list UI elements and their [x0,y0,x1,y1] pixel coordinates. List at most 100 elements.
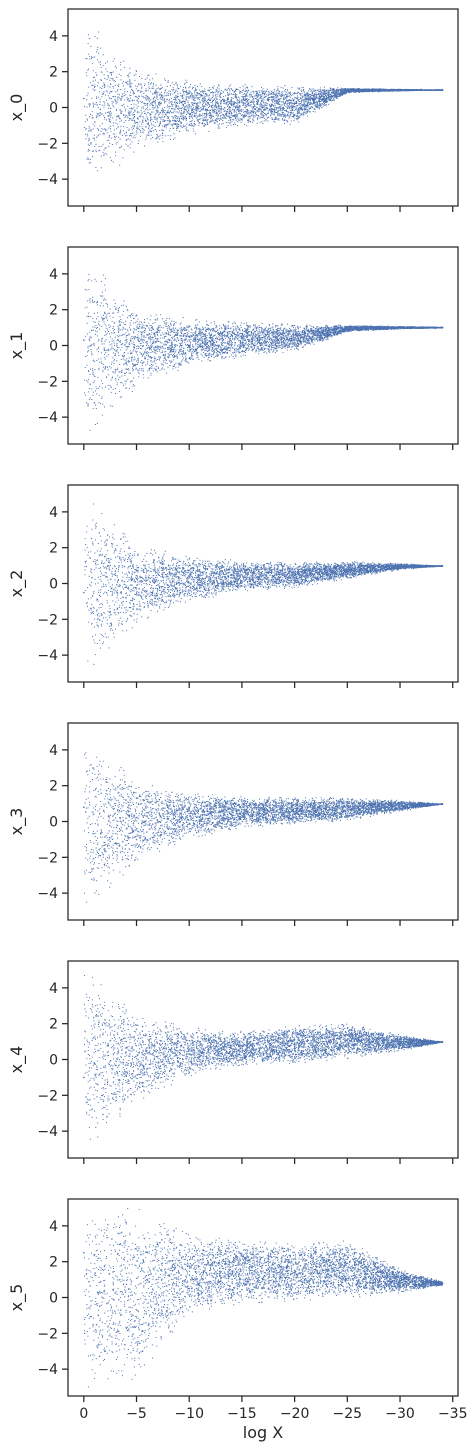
data-point [175,95,176,96]
data-point [308,110,309,111]
data-point [91,142,92,143]
data-point [252,111,253,112]
data-point [113,88,114,89]
data-point [302,99,303,100]
data-point [178,88,179,89]
data-point [240,118,241,119]
data-point [183,104,184,105]
data-point [97,114,98,115]
data-point [183,117,184,118]
data-point [299,113,300,114]
data-point [186,98,187,99]
data-point [253,103,254,104]
data-point [321,105,322,106]
data-point [341,94,342,95]
data-point [271,106,272,107]
data-point [114,80,115,81]
data-point [200,83,201,84]
data-point [285,91,286,92]
data-point [168,80,169,81]
data-point [270,94,271,95]
data-point [223,100,224,101]
data-point [191,95,192,96]
data-point [141,102,142,103]
data-point [219,128,220,129]
data-point [268,121,269,122]
data-point [93,151,94,152]
data-point [162,138,163,139]
data-point [191,124,192,125]
data-point [160,99,161,100]
data-point [136,105,137,106]
data-point [121,105,122,106]
data-point [229,91,230,92]
data-point [118,84,119,85]
data-point [85,134,86,135]
data-point [164,121,165,122]
data-point [113,61,114,62]
data-point [100,61,101,62]
data-point [95,104,96,105]
data-point [300,98,301,99]
data-point [120,62,121,63]
data-point [214,105,215,106]
data-point [166,124,167,125]
data-point [160,85,161,86]
data-point [217,117,218,118]
data-point [231,105,232,106]
data-point [153,109,154,110]
data-point [231,125,232,126]
data-point [133,93,134,94]
data-point [198,105,199,106]
data-point [233,105,234,106]
data-point [184,101,185,102]
data-point [129,118,130,119]
data-point [142,126,143,127]
data-point [143,118,144,119]
data-point [122,157,123,158]
data-point [290,124,291,125]
data-point [173,128,174,129]
data-point [202,106,203,107]
data-point [244,103,245,104]
data-point [200,111,201,112]
data-point [115,91,116,92]
data-point [148,84,149,85]
data-point [358,88,359,89]
data-point [131,111,132,112]
data-point [294,116,295,117]
data-point [152,78,153,79]
data-point [113,125,114,126]
data-point [167,124,168,125]
data-point [290,115,291,116]
data-point [298,122,299,123]
data-point [297,88,298,89]
data-point [246,112,247,113]
data-point [229,86,230,87]
data-point [153,99,154,100]
data-point [235,124,236,125]
data-point [89,116,90,117]
data-point [236,89,237,90]
data-point [187,107,188,108]
data-point [122,94,123,95]
data-point [91,143,92,144]
data-point [228,104,229,105]
data-point [94,87,95,88]
data-point [228,125,229,126]
data-point [242,90,243,91]
data-point [167,116,168,117]
data-point [137,124,138,125]
data-point [435,90,436,91]
data-point [155,103,156,104]
data-point [233,101,234,102]
data-point [213,100,214,101]
data-point [261,98,262,99]
data-point [319,98,320,99]
data-point [89,56,90,57]
data-point [96,51,97,52]
data-point [106,119,107,120]
data-point [90,104,91,105]
data-point [289,96,290,97]
data-point [235,116,236,117]
